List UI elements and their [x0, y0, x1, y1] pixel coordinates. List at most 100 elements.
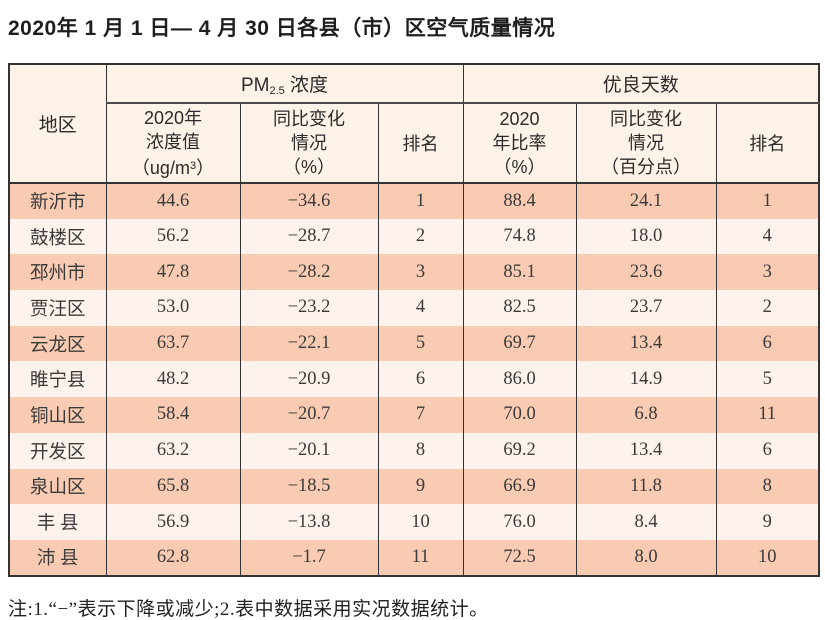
header-pm-value: 2020年 浓度值 （ug/m3）	[105, 103, 241, 184]
cell-pm-rank: 9	[377, 468, 464, 505]
cell-good-rank: 10	[715, 539, 820, 576]
cell-pm-rank: 6	[377, 361, 464, 398]
cell-region: 睢宁县	[8, 361, 107, 398]
header-group-row: 地区 PM2.5 浓度 优良天数	[8, 64, 820, 184]
cell-region: 鼓楼区	[8, 218, 107, 255]
pm25-label-prefix: PM	[240, 75, 270, 96]
cell-good-rate: 74.8	[462, 218, 577, 255]
cell-good-rank: 5	[715, 361, 820, 398]
cell-pm-value: 56.2	[105, 218, 241, 255]
cell-region: 铜山区	[8, 397, 107, 433]
cell-region: 泉山区	[8, 468, 107, 505]
header-pm-change-unit: （%）	[282, 157, 335, 177]
cell-pm-value: 48.2	[105, 361, 241, 398]
cell-good-rank: 11	[715, 397, 820, 433]
cell-good-rate: 76.0	[462, 504, 577, 540]
cell-good-rank: 9	[715, 504, 820, 540]
header-good-rate: 2020 年比率 （%）	[462, 103, 577, 184]
cell-good-rank: 8	[715, 468, 820, 505]
footnote: 注:1.“−”表示下降或减少;2.表中数据采用实况数据统计。	[8, 598, 489, 620]
header-region: 地区	[8, 64, 107, 184]
cell-pm-rank: 7	[377, 397, 464, 433]
header-good-change-line1: 同比变化	[610, 109, 682, 129]
page-title: 2020年 1 月 1 日— 4 月 30 日各县（市）区空气质量情况	[8, 17, 556, 40]
cell-good-change: 23.6	[575, 254, 717, 291]
unit-close-paren: ）	[196, 158, 215, 178]
table-row: 铜山区 58.4 −20.7 7 70.0 6.8 11	[8, 397, 820, 433]
cell-pm-value: 65.8	[105, 468, 241, 505]
table-row: 新沂市 44.6 −34.6 1 88.4 24.1 1	[8, 183, 820, 219]
table-row: 邳州市 47.8 −28.2 3 85.1 23.6 3	[8, 254, 820, 291]
unit-text: （ug/m	[131, 158, 190, 178]
cell-region: 开发区	[8, 432, 107, 469]
cell-pm-value: 62.8	[105, 539, 241, 576]
cell-pm-change: −22.1	[239, 325, 379, 362]
table-row: 泉山区 65.8 −18.5 9 66.9 11.8 8	[8, 468, 820, 505]
cell-pm-rank: 2	[377, 218, 464, 255]
cell-pm-change: −1.7	[239, 539, 379, 576]
header-sub-row: 2020年 浓度值 （ug/m3） 同比变化 情况 （%） 排名 2020 年比…	[9, 103, 820, 184]
cell-good-rank: 4	[715, 218, 820, 255]
cell-region: 丰 县	[8, 504, 107, 540]
cell-pm-rank: 5	[377, 325, 464, 362]
cell-good-rank: 2	[715, 290, 820, 326]
cell-pm-rank: 1	[377, 183, 464, 219]
cell-good-change: 13.4	[575, 432, 717, 469]
table-row: 鼓楼区 56.2 −28.7 2 74.8 18.0 4	[8, 218, 820, 255]
header-good-change-line2: 情况	[628, 133, 664, 153]
cell-pm-change: −23.2	[239, 290, 379, 326]
table-row: 睢宁县 48.2 −20.9 6 86.0 14.9 5	[8, 361, 820, 398]
header-good-rank: 排名	[715, 103, 820, 184]
header-good-change-unit: （百分点）	[601, 157, 691, 177]
cell-good-rate: 70.0	[462, 397, 577, 433]
cell-good-rank: 3	[715, 254, 820, 291]
cell-pm-change: −20.1	[239, 432, 379, 469]
header-pm-value-unit: （ug/m3）	[107, 154, 239, 180]
cell-good-change: 8.4	[575, 504, 717, 540]
cell-pm-change: −34.6	[239, 183, 379, 219]
cell-pm-change: −20.9	[239, 361, 379, 398]
table-row: 贾汪区 53.0 −23.2 4 82.5 23.7 2	[8, 290, 820, 326]
air-quality-table: 地区 PM2.5 浓度 优良天数 2020年 浓度值 （ug/m3） 同比变化 …	[8, 63, 821, 577]
cell-region: 贾汪区	[8, 290, 107, 326]
cell-pm-change: −18.5	[239, 468, 379, 505]
header-good-change: 同比变化 情况 （百分点）	[575, 103, 717, 184]
cell-good-rate: 66.9	[462, 468, 577, 505]
cell-pm-change: −20.7	[239, 397, 379, 433]
header-pm-change: 同比变化 情况 （%）	[239, 103, 379, 184]
cell-region: 邳州市	[8, 254, 107, 291]
header-group-pm25: PM2.5 浓度	[105, 64, 464, 104]
cell-good-rate: 86.0	[462, 361, 577, 398]
table-row: 丰 县 56.9 −13.8 10 76.0 8.4 9	[8, 504, 820, 540]
cell-good-change: 8.0	[575, 539, 717, 576]
cell-good-rank: 6	[715, 325, 820, 362]
cell-pm-value: 58.4	[105, 397, 241, 433]
cell-pm-change: −28.2	[239, 254, 379, 291]
cell-pm-value: 63.7	[105, 325, 241, 362]
cell-good-rate: 69.7	[462, 325, 577, 362]
cell-good-rate: 69.2	[462, 432, 577, 469]
pm25-label-subscript: 2.5	[269, 85, 285, 97]
cell-good-change: 11.8	[575, 468, 717, 505]
cell-pm-rank: 4	[377, 290, 464, 326]
cell-pm-value: 53.0	[105, 290, 241, 326]
cell-good-change: 24.1	[575, 183, 717, 219]
cell-pm-change: −28.7	[239, 218, 379, 255]
header-pm-value-line2: 浓度值	[146, 132, 200, 152]
pm25-label-suffix: 浓度	[284, 75, 329, 96]
cell-region: 沛 县	[8, 539, 107, 576]
cell-good-change: 6.8	[575, 397, 717, 433]
unit-superscript: 3	[189, 160, 197, 172]
table-body: 新沂市 44.6 −34.6 1 88.4 24.1 1 鼓楼区 56.2 −28.7 2 74.8 1…	[8, 183, 820, 576]
cell-pm-rank: 8	[377, 432, 464, 469]
cell-good-change: 13.4	[575, 325, 717, 362]
header-good-rate-unit: （%）	[493, 157, 546, 177]
cell-good-rate: 82.5	[462, 290, 577, 326]
cell-pm-value: 47.8	[105, 254, 241, 291]
cell-good-change: 18.0	[575, 218, 717, 255]
table-row: 云龙区 63.7 −22.1 5 69.7 13.4 6	[8, 325, 820, 362]
cell-good-rank: 6	[715, 432, 820, 469]
header-good-rate-line2: 年比率	[492, 133, 547, 153]
header-pm-change-line2: 情况	[291, 133, 327, 153]
